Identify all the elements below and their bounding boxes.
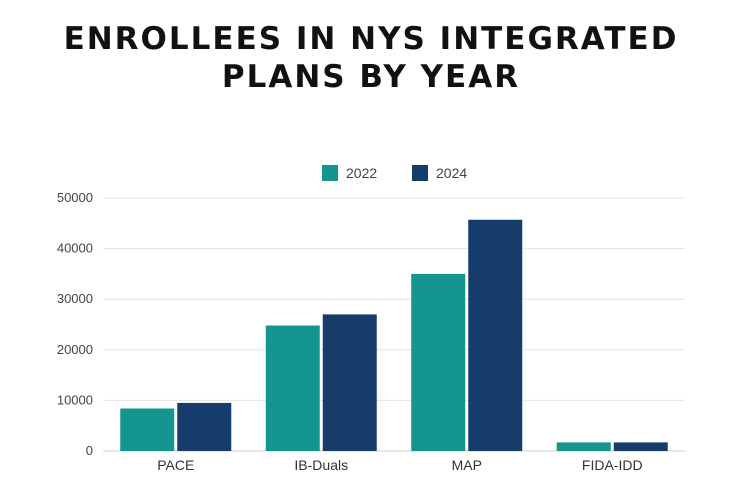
y-axis: 0 10000 20000 30000 40000 50000 bbox=[57, 190, 93, 458]
bar bbox=[177, 402, 232, 451]
x-tick-label: MAP bbox=[452, 457, 482, 473]
legend-label: 2024 bbox=[436, 165, 467, 181]
y-tick-label: 50000 bbox=[57, 190, 93, 205]
x-tick-label: IB-Duals bbox=[294, 457, 348, 473]
bar bbox=[322, 314, 377, 451]
chart-title-line-2: PLANS BY YEAR bbox=[221, 59, 521, 95]
y-tick-label: 40000 bbox=[57, 241, 93, 256]
bar bbox=[613, 442, 668, 451]
y-tick-label: 10000 bbox=[57, 392, 93, 407]
y-tick-label: 30000 bbox=[57, 291, 93, 306]
legend-label: 2022 bbox=[346, 165, 377, 181]
y-tick-label: 20000 bbox=[57, 342, 93, 357]
bar bbox=[120, 408, 175, 451]
bar bbox=[265, 325, 320, 451]
y-tick-label: 0 bbox=[86, 443, 93, 458]
x-tick-label: FIDA-IDD bbox=[582, 457, 643, 473]
chart-title: ENROLLEES IN NYS INTEGRATED PLANS BY YEA… bbox=[0, 20, 742, 96]
bar bbox=[556, 442, 611, 451]
x-axis: PACE IB-Duals MAP FIDA-IDD bbox=[157, 457, 642, 473]
bar bbox=[468, 219, 523, 451]
legend: 2022 2024 bbox=[322, 165, 467, 181]
bars bbox=[120, 219, 668, 451]
legend-swatch bbox=[322, 165, 338, 181]
x-tick-label: PACE bbox=[157, 457, 194, 473]
chart-title-line-1: ENROLLEES IN NYS INTEGRATED bbox=[63, 21, 679, 57]
legend-swatch bbox=[412, 165, 428, 181]
bar bbox=[411, 273, 466, 451]
